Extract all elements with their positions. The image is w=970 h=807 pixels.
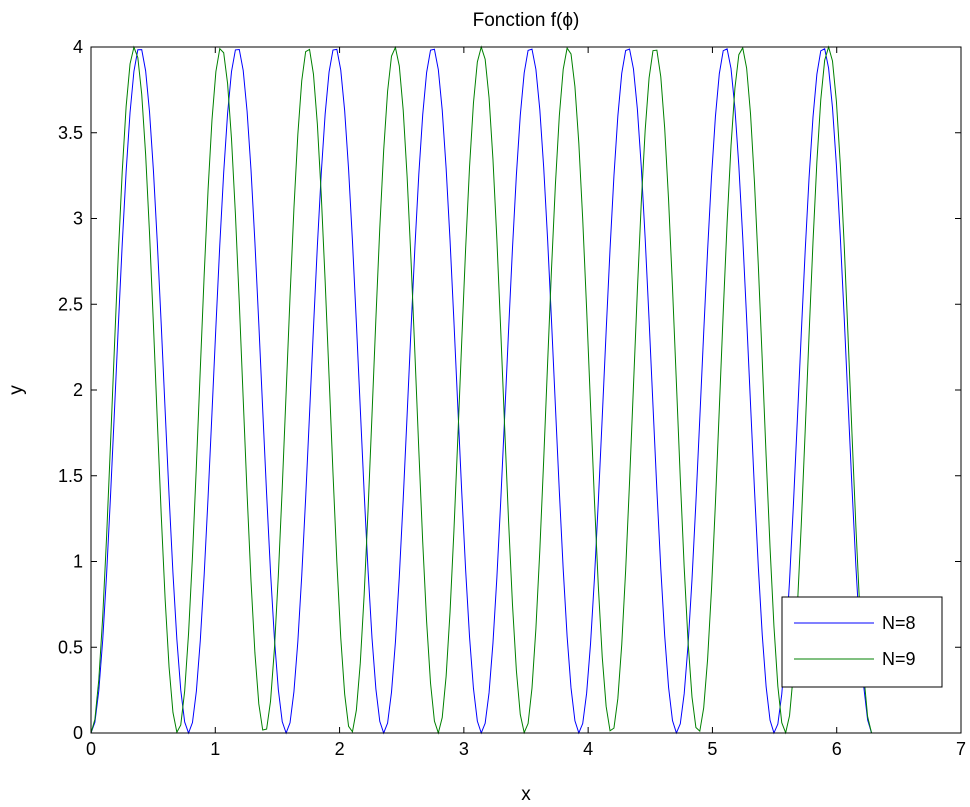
x-axis-ticks: 0 1 2 3 4 5 6 7: [86, 47, 966, 759]
legend-label: N=8: [882, 613, 916, 633]
chart-title: Fonction f(ϕ): [473, 10, 580, 31]
legend-label: N=9: [882, 649, 916, 669]
y-tick-label: 3: [73, 209, 83, 229]
x-tick-label: 3: [459, 739, 469, 759]
y-axis-label: y: [6, 385, 27, 395]
y-tick-label: 1: [73, 552, 83, 572]
series-line-1: [90, 48, 873, 735]
x-tick-label: 7: [956, 739, 966, 759]
y-tick-label: 1.5: [58, 466, 83, 486]
x-tick-label: 1: [210, 739, 220, 759]
y-tick-label: 3.5: [58, 123, 83, 143]
y-tick-label: 2: [73, 380, 83, 400]
y-tick-label: 4: [73, 37, 83, 57]
y-tick-label: 0.5: [58, 637, 83, 657]
x-tick-label: 6: [832, 739, 842, 759]
y-axis-ticks: 0 0.5 1 1.5 2 2.5 3 3.5 4: [58, 37, 961, 743]
x-axis-label: x: [521, 784, 531, 805]
legend: N=8 N=9: [781, 596, 943, 688]
x-tick-label: 4: [583, 739, 593, 759]
x-tick-label: 0: [86, 739, 96, 759]
series-line-2: [90, 45, 873, 735]
x-tick-label: 5: [707, 739, 717, 759]
y-tick-label: 0: [73, 723, 83, 743]
legend-box: [781, 596, 943, 688]
y-tick-label: 2.5: [58, 294, 83, 314]
x-tick-label: 2: [335, 739, 345, 759]
